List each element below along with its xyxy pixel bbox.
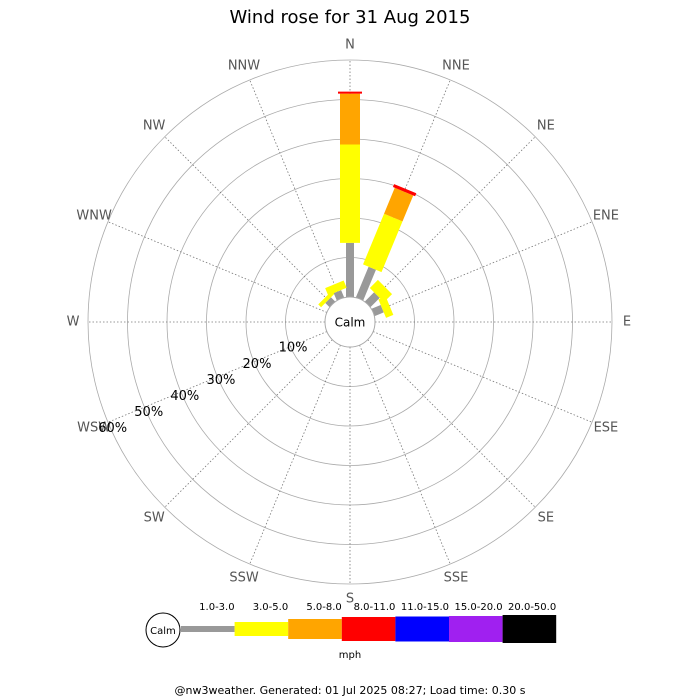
y-tick-label: 30% [206, 373, 235, 388]
y-tick-label: 10% [279, 341, 308, 356]
legend-calm-label: Calm [150, 626, 176, 637]
bar-segment [325, 297, 336, 308]
bar-segment [394, 184, 417, 194]
spoke [372, 221, 593, 313]
bar-segment [384, 187, 414, 222]
y-tick-label: 40% [170, 389, 199, 404]
bar-segment [333, 290, 345, 301]
legend-swatch [449, 616, 503, 642]
direction-label: NNE [442, 59, 470, 74]
legend-label: 8.0-11.0 [354, 602, 396, 613]
bar-segment [325, 280, 347, 296]
spoke [372, 331, 593, 423]
direction-label: N [345, 38, 355, 53]
legend-swatch [234, 622, 289, 636]
legend-label: 11.0-15.0 [401, 602, 449, 613]
chart-title: Wind rose for 31 Aug 2015 [230, 7, 471, 28]
legend-unit: mph [339, 650, 361, 661]
bar-segment [378, 296, 394, 318]
bar-segment [346, 242, 354, 297]
y-tick-label: 60% [98, 421, 127, 436]
direction-label: SSW [229, 570, 259, 585]
bar-segment [318, 290, 336, 308]
bar-segment [338, 91, 362, 94]
direction-label: SSE [444, 570, 469, 585]
bar-segment [392, 184, 417, 197]
legend-label: 3.0-5.0 [253, 602, 288, 613]
direction-label: WNW [76, 208, 112, 223]
legend-label: 20.0-50.0 [508, 602, 556, 613]
spoke [107, 221, 328, 313]
direction-label: ENE [593, 208, 619, 223]
direction-label: W [67, 315, 80, 330]
spoke [107, 331, 328, 423]
bar-segment [364, 292, 380, 308]
spoke [367, 136, 536, 305]
legend-label: 1.0-3.0 [199, 602, 234, 613]
calm-circle [324, 296, 376, 348]
footer: @nw3weather. Generated: 01 Jul 2025 08:2… [175, 684, 526, 697]
legend-calm-circle [145, 612, 181, 648]
bar-segment [340, 144, 360, 243]
spoke [164, 136, 333, 305]
direction-label: NNW [228, 59, 260, 74]
direction-label: ESE [594, 421, 619, 436]
direction-label: S [346, 592, 354, 607]
bar-segment [371, 304, 384, 317]
calm-label: Calm [335, 316, 366, 330]
grid-ring [87, 59, 613, 585]
spoke [249, 344, 341, 565]
y-tick-label: 20% [243, 357, 272, 372]
direction-label: SW [144, 510, 165, 525]
legend-swatch [395, 616, 449, 642]
legend-swatch [502, 615, 557, 643]
spoke [249, 79, 341, 300]
spoke [359, 344, 451, 565]
direction-label: NE [537, 119, 555, 134]
direction-label: WSW [77, 421, 111, 436]
legend-swatch [341, 617, 396, 641]
bar-segment [363, 213, 403, 273]
legend-label: 5.0-8.0 [306, 602, 341, 613]
bar-segment [340, 93, 360, 145]
bar-segment [369, 279, 393, 303]
direction-label: E [623, 315, 631, 330]
legend-label: 15.0-20.0 [454, 602, 502, 613]
legend-swatch [181, 626, 235, 632]
spoke [367, 339, 536, 508]
direction-label: NW [143, 119, 166, 134]
spoke [164, 339, 333, 508]
y-tick-label: 50% [134, 405, 163, 420]
legend-swatch [288, 619, 342, 639]
direction-label: SE [538, 510, 554, 525]
bar-segment [355, 266, 376, 301]
